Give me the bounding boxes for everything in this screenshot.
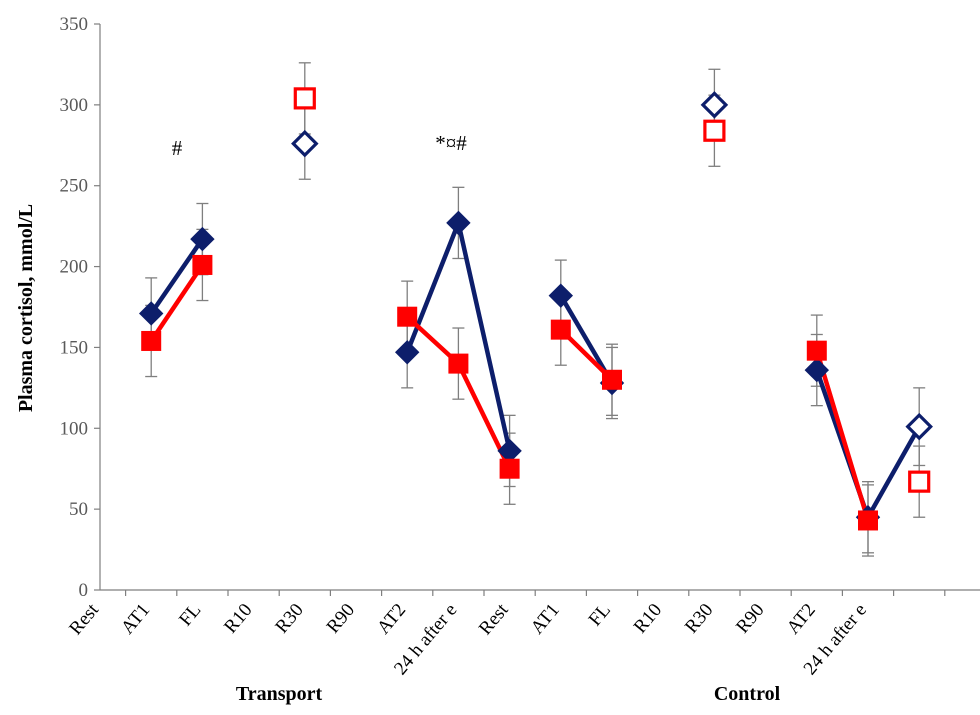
data-point: [858, 510, 878, 531]
data-point: [908, 470, 931, 493]
x-category-label: Rest: [65, 599, 103, 639]
x-category-label: AT1: [117, 600, 154, 639]
x-category-label: Rest: [475, 599, 513, 639]
x-category-label: AT1: [527, 600, 564, 639]
y-tick-label: 0: [79, 580, 89, 601]
group-label: Transport: [236, 683, 323, 705]
x-category-label: R30: [681, 600, 717, 638]
series-line: [149, 263, 205, 343]
x-category-label: R10: [630, 600, 666, 638]
x-category-label: FL: [585, 600, 615, 630]
data-point: [806, 340, 827, 361]
data-point: [394, 340, 420, 365]
data-point: [190, 226, 215, 252]
data-point: [804, 357, 830, 383]
data-point: [448, 353, 469, 374]
data-point: [397, 306, 418, 327]
data-point: [138, 301, 164, 326]
data-point: [550, 319, 571, 340]
data-point: [291, 129, 319, 158]
plot-area: [138, 62, 933, 557]
x-category-label: R30: [271, 600, 307, 638]
x-category-label: R90: [323, 600, 359, 638]
x-category-label: R90: [732, 600, 768, 638]
data-point: [499, 458, 520, 479]
series-line: [814, 350, 871, 522]
y-axis-label: Plasma cortisol, mmol/L: [15, 204, 37, 412]
significance-mark: *¤#: [435, 131, 467, 155]
group-labels: Transport Control: [236, 683, 781, 705]
y-tick-label: 100: [60, 418, 89, 439]
y-tick-label: 350: [60, 14, 89, 35]
data-point: [700, 91, 729, 119]
y-tick-label: 150: [60, 337, 89, 358]
x-category-label: AT2: [783, 600, 820, 639]
axes: [94, 23, 980, 596]
y-tick-label: 300: [60, 95, 89, 116]
y-tick-labels: 0 50 100 150 200 250 300 350: [60, 14, 89, 601]
x-category-label: R10: [220, 600, 256, 638]
data-point: [141, 330, 162, 351]
y-tick-label: 200: [60, 257, 89, 278]
significance-mark: #: [172, 136, 183, 160]
y-tick-label: 50: [69, 499, 88, 520]
data-point: [548, 283, 574, 308]
y-tick-label: 250: [60, 176, 89, 197]
data-point: [905, 412, 933, 441]
data-point: [192, 254, 213, 275]
group-label: Control: [714, 683, 781, 705]
data-point: [293, 87, 316, 110]
data-point: [446, 210, 471, 236]
data-point: [703, 119, 726, 142]
significance-annotations: # *¤#: [172, 131, 468, 160]
x-category-label: AT2: [373, 600, 410, 639]
x-category-label: FL: [175, 600, 205, 630]
data-point: [602, 369, 622, 390]
series-line: [149, 237, 205, 315]
